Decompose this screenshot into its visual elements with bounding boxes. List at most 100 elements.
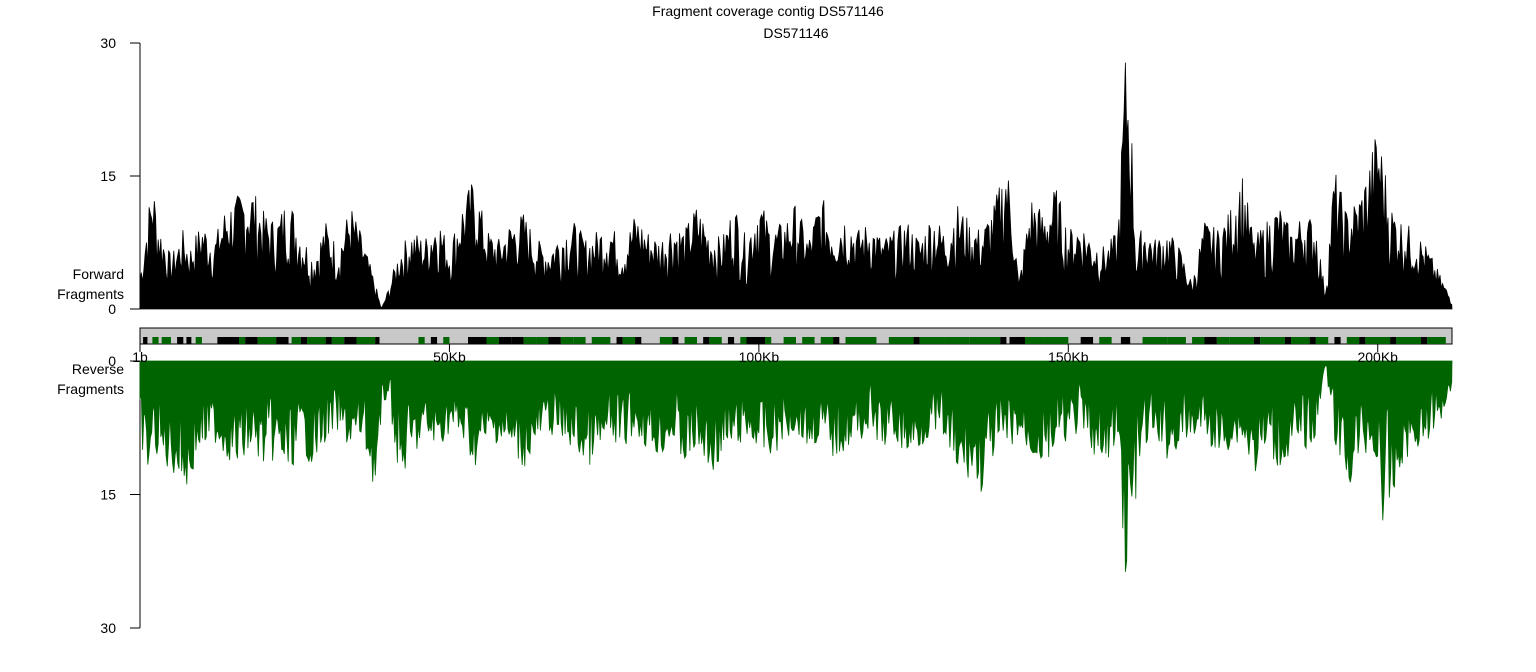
feature-reverse [536,337,549,344]
reverse-y-tick-label: 30 [100,620,116,636]
x-tick-label: 50Kb [433,349,466,365]
feature-reverse [783,337,796,344]
feature-forward [635,337,642,344]
feature-forward [703,337,710,344]
feature-forward [672,337,679,344]
feature-reverse [486,337,499,344]
feature-reverse [307,337,326,344]
feature-reverse [1167,337,1186,344]
reverse-y-tick-label: 15 [100,487,116,503]
feature-track-features [143,337,1446,344]
feature-forward [276,337,289,344]
feature-reverse [1427,337,1446,344]
feature-reverse [684,337,697,344]
feature-forward [300,337,308,344]
feature-reverse [239,337,246,344]
feature-forward [245,337,258,344]
feature-reverse [1192,337,1205,344]
feature-forward [1390,337,1397,344]
feature-forward [186,337,192,344]
chart-title: Fragment coverage contig DS571146 [652,3,884,19]
x-tick-label: 150Kb [1048,349,1089,365]
feature-forward [375,337,380,344]
feature-reverse [888,337,914,344]
feature-reverse [573,337,586,344]
chart-subtitle: DS571146 [763,25,828,41]
feature-forward [1334,337,1341,344]
feature-forward [1080,337,1094,344]
feature-reverse [1291,337,1310,344]
feature-reverse [1365,337,1391,344]
feature-forward [344,337,357,344]
forward-panel: 0 15 30 Forward Fragments [57,35,1453,317]
feature-reverse [802,337,815,344]
feature-forward [833,337,840,344]
forward-y-tick-label: 30 [100,35,116,51]
reverse-ylabel-line1: Reverse [72,361,124,377]
feature-reverse [1396,337,1422,344]
feature-reverse [591,337,611,344]
feature-forward [1204,337,1217,344]
feature-reverse [622,337,636,344]
feature-reverse [1346,337,1360,344]
x-tick-label: 1b [132,349,148,365]
feature-forward [1120,337,1131,344]
feature-forward [177,337,184,344]
feature-forward [511,337,524,344]
feature-forward [1009,337,1025,344]
feature-reverse [1142,337,1168,344]
feature-reverse [331,337,345,344]
feature-reverse [709,337,722,344]
feature-reverse [523,337,537,344]
feature-reverse [919,337,945,344]
feature-reverse [1229,337,1254,344]
feature-reverse [560,337,574,344]
feature-reverse [1216,337,1230,344]
feature-reverse [418,337,425,344]
feature-reverse [291,337,301,344]
feature-forward [1253,337,1261,344]
x-axis-ticks: 1b 50Kb 100Kb 150Kb 200Kb [132,344,1398,365]
feature-reverse [944,337,970,344]
forward-ylabel-line1: Forward [73,266,124,282]
reverse-y-tick-label: 0 [108,353,116,369]
feature-reverse [820,337,834,344]
feature-forward [468,337,487,344]
feature-forward [548,337,561,344]
x-tick-label: 100Kb [739,349,780,365]
feature-forward [913,337,920,344]
feature-forward [143,337,148,344]
feature-forward [1421,337,1428,344]
reverse-y-ticks: 0 15 30 [100,353,140,636]
feature-reverse [356,337,376,344]
forward-ylabel-line2: Fragments [57,286,124,302]
feature-forward [616,337,623,344]
feature-reverse [161,337,171,344]
feature-forward [746,337,766,344]
feature-forward [498,337,512,344]
forward-y-tick-label: 0 [108,301,116,317]
feature-reverse [1024,337,1044,344]
forward-y-tick-label: 15 [100,168,116,184]
feature-reverse [1260,337,1285,344]
reverse-coverage-area [139,360,1453,572]
feature-forward [430,337,438,344]
forward-y-ticks: 0 15 30 [100,35,140,317]
feature-reverse [969,337,1001,344]
feature-reverse [443,337,450,344]
feature-forward [727,337,735,344]
reverse-panel: 0 15 30 Reverse Fragments [57,353,1453,636]
feature-reverse [845,337,877,344]
feature-forward [217,337,240,344]
feature-forward [1000,337,1007,344]
feature-reverse [1099,337,1112,344]
feature-reverse [740,337,747,344]
feature-forward [1359,337,1366,344]
feature-forward [325,337,332,344]
forward-coverage-area [139,62,1453,310]
x-tick-label: 200Kb [1357,349,1398,365]
feature-reverse [1043,337,1069,344]
feature-track [139,327,1453,345]
feature-reverse [257,337,277,344]
